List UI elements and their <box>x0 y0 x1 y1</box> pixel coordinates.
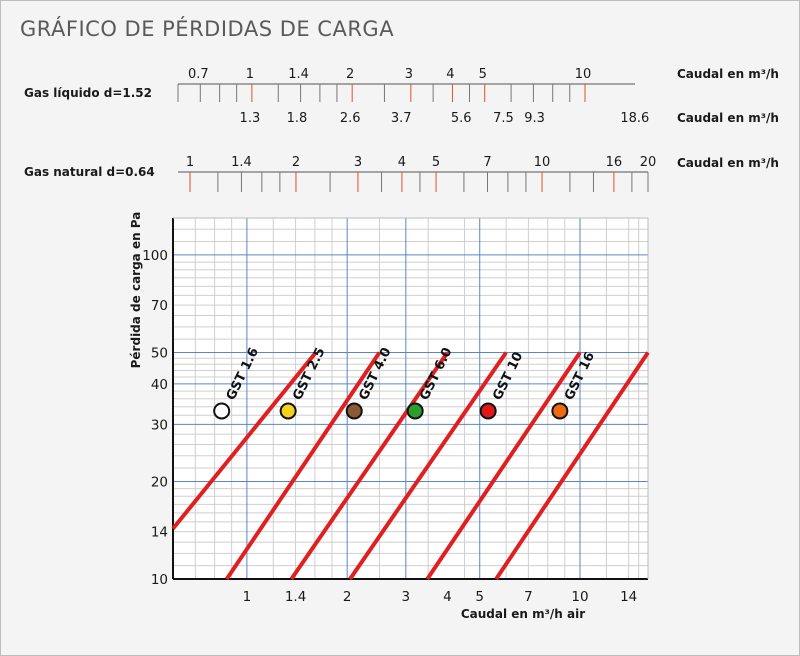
y-tick-label: 30 <box>151 417 168 433</box>
scale-top-label: 3 <box>405 67 413 82</box>
x-tick-label: 2 <box>343 589 352 605</box>
scale-top-label: 2 <box>292 155 300 170</box>
y-tick-label: 20 <box>151 474 168 490</box>
scale-top-label: 10 <box>575 67 592 82</box>
x-tick-label: 10 <box>571 589 588 605</box>
scale-name: Gas líquido d=1.52 <box>24 86 152 100</box>
series-marker <box>213 402 231 420</box>
scale-unit-top: Caudal en m³/h <box>677 156 779 170</box>
scale-top-label: 5 <box>432 155 440 170</box>
series-line <box>348 351 508 581</box>
page-title: GRÁFICO DE PÉRDIDAS DE CARGA <box>20 17 395 41</box>
x-tick-label: 14 <box>620 589 637 605</box>
x-tick-label: 1.4 <box>285 589 306 605</box>
series-marker <box>551 402 569 420</box>
scale-bottom-label: 7.5 <box>493 111 514 126</box>
scale-top-label: 3 <box>354 155 362 170</box>
plot-area: 10 14 20 30 40 50 70 100 1 1.4 2 3 4 5 7 10 14 Caudal en … <box>129 212 650 621</box>
scale-top-label: 1 <box>186 155 194 170</box>
series-line <box>425 351 582 581</box>
scale-top-label: 2 <box>346 67 354 82</box>
series-marker <box>406 402 424 420</box>
scale-gas-natural: Gas natural d=0.64 Caudal en m³/h 1 1.4 2 3 4 5… <box>24 155 779 192</box>
y-axis-title: Pérdida de carga en Pa <box>129 212 143 369</box>
scale-top-label: 1 <box>246 67 254 82</box>
scale-top-label: 1.4 <box>288 67 309 82</box>
scale-top-label: 5 <box>479 67 487 82</box>
scale-top-label: 20 <box>640 155 657 170</box>
scale-bottom-label: 1.3 <box>240 111 261 126</box>
scale-bottom-label: 3.7 <box>391 111 412 126</box>
series-marker <box>479 402 497 420</box>
scale-top-label: 10 <box>534 155 551 170</box>
scale-bottom-label: 9.3 <box>524 111 545 126</box>
x-tick-label: 4 <box>443 589 452 605</box>
scale-top-label: 1.4 <box>231 155 252 170</box>
series-line <box>494 351 650 581</box>
x-axis-title: Caudal en m³/h air <box>461 607 585 621</box>
y-tick-label: 14 <box>151 525 168 541</box>
x-tick-label: 7 <box>524 589 533 605</box>
y-tick-label: 10 <box>151 572 168 588</box>
y-tick-label: 100 <box>142 248 168 264</box>
series-line <box>289 351 450 581</box>
scale-unit-top: Caudal en m³/h <box>677 67 779 81</box>
y-tick-label: 50 <box>151 345 168 361</box>
x-tick-label: 5 <box>475 589 484 605</box>
x-tick-label: 1 <box>243 589 252 605</box>
scale-top-label: 4 <box>398 155 406 170</box>
scale-top-label: 4 <box>446 67 454 82</box>
series-line <box>225 351 382 581</box>
series-marker <box>279 402 297 420</box>
scale-bottom-label: 2.6 <box>340 111 361 126</box>
x-tick-label: 3 <box>402 589 411 605</box>
scale-unit-bottom: Caudal en m³/h <box>677 111 779 125</box>
scale-bottom-label: 5.6 <box>451 111 472 126</box>
y-tick-label: 40 <box>151 377 168 393</box>
scale-top-label: 16 <box>606 155 623 170</box>
scale-name: Gas natural d=0.64 <box>24 165 155 179</box>
scale-top-label: 7 <box>483 155 491 170</box>
scale-bottom-label: 1.8 <box>287 111 308 126</box>
y-tick-label: 70 <box>151 298 168 314</box>
scale-bottom-label: 18.6 <box>620 111 649 126</box>
scale-gas-liquido: Gas líquido d=1.52 Caudal en m³/h Caudal e… <box>24 67 779 126</box>
scale-top-label: 0.7 <box>188 67 209 82</box>
series-marker <box>345 402 363 420</box>
conversion-scales: Gas líquido d=1.52 Caudal en m³/h Caudal e… <box>24 67 779 192</box>
series-line <box>171 351 318 530</box>
